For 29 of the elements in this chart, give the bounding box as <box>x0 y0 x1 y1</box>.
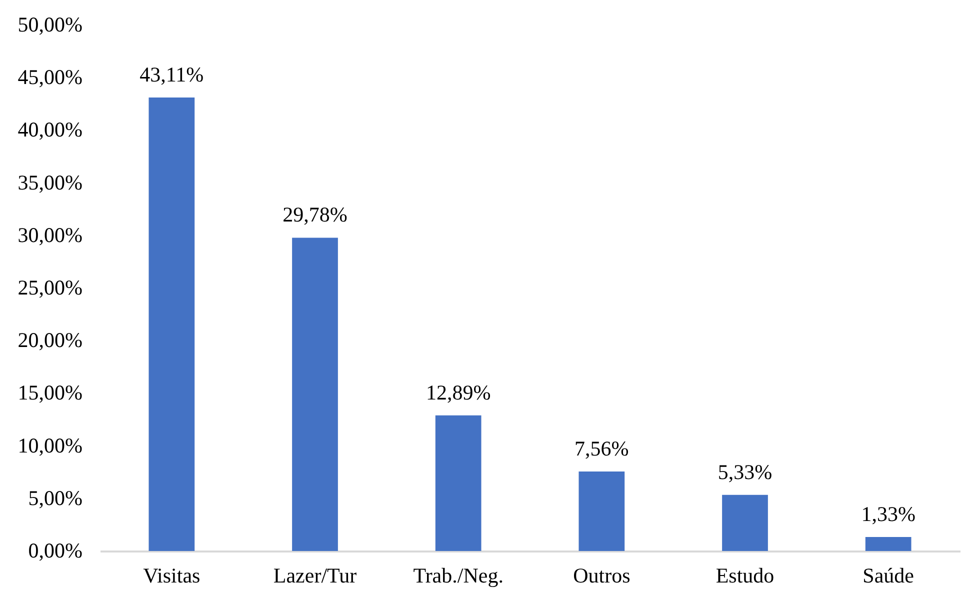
bar <box>722 494 768 551</box>
y-tick-label: 50,00% <box>18 12 82 36</box>
data-label: 5,33% <box>718 460 772 484</box>
y-tick-label: 20,00% <box>18 328 82 352</box>
data-label: 43,11% <box>140 62 204 86</box>
x-tick-label: Outros <box>573 564 630 588</box>
x-tick-label: Visitas <box>143 564 200 588</box>
y-tick-label: 15,00% <box>18 380 82 405</box>
bar <box>148 97 195 551</box>
y-tick-label: 5,00% <box>28 486 82 510</box>
bar <box>865 537 912 551</box>
data-label: 1,33% <box>861 502 916 526</box>
y-tick-label: 10,00% <box>18 433 82 458</box>
bar <box>292 238 338 551</box>
data-label: 7,56% <box>574 436 629 460</box>
y-tick-label: 40,00% <box>18 118 82 142</box>
data-label: 12,89% <box>426 380 491 404</box>
y-tick-label: 35,00% <box>18 170 82 194</box>
bar <box>435 415 482 551</box>
y-tick-label: 0,00% <box>28 538 82 562</box>
x-tick-label: Lazer/Tur <box>273 564 357 588</box>
bar <box>578 471 625 551</box>
data-label: 29,78% <box>282 202 348 227</box>
x-tick-label: Saúde <box>862 564 914 588</box>
y-tick-label: 45,00% <box>18 65 82 90</box>
y-tick-label: 30,00% <box>18 222 82 247</box>
y-tick-label: 25,00% <box>18 276 82 300</box>
x-tick-label: Estudo <box>716 564 774 588</box>
x-tick-label: Trab./Neg. <box>413 564 504 588</box>
